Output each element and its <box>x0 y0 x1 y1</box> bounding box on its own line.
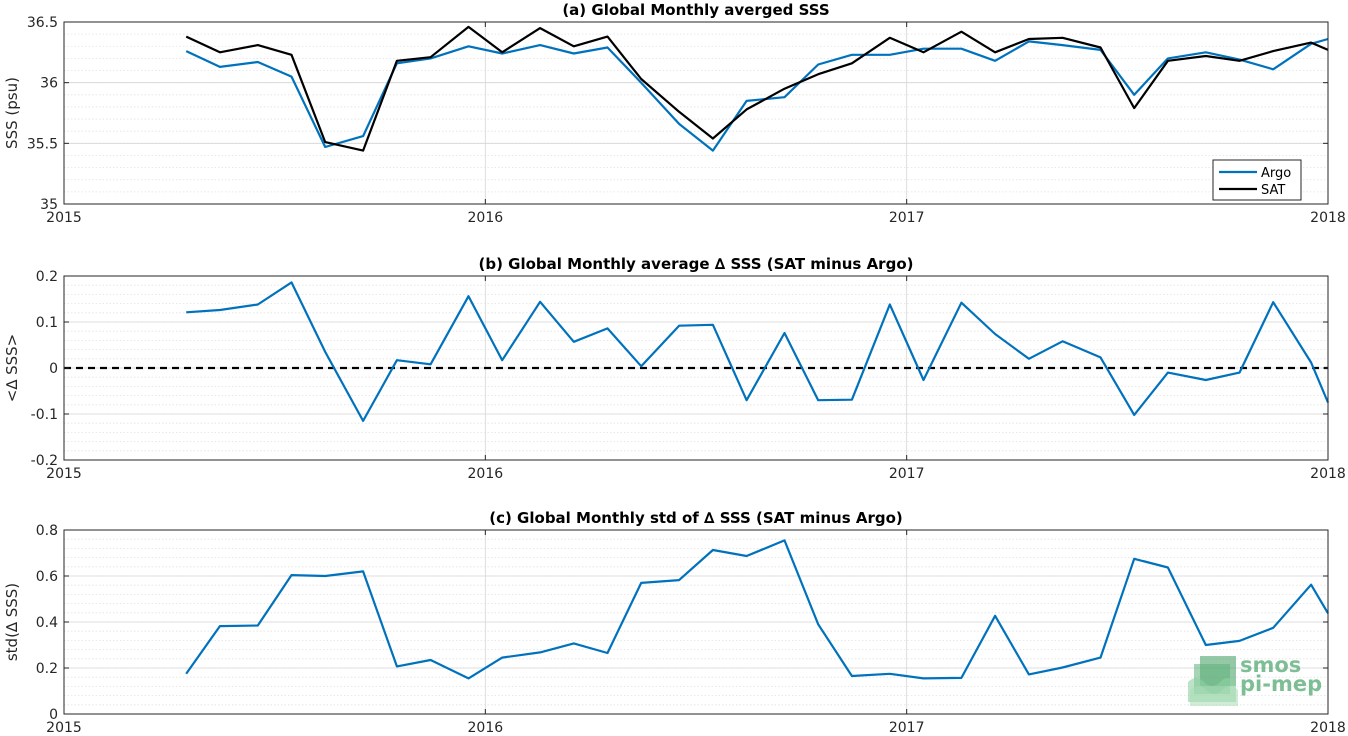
y-tick-label: 0.8 <box>36 523 58 539</box>
x-tick-label: 2015 <box>46 466 82 482</box>
legend: Argo SAT <box>1212 159 1302 201</box>
x-tick-label: 2016 <box>468 466 504 482</box>
x-tick-label: 2017 <box>889 720 925 736</box>
y-tick-label: 0.2 <box>36 661 58 677</box>
series-line-sat <box>185 25 1329 152</box>
x-tick-label: 2016 <box>468 720 504 736</box>
x-tick-label: 2017 <box>889 466 925 482</box>
y-tick-label: 36.5 <box>27 15 58 31</box>
smos-pi-mep-logo: smos pi-mep <box>1188 652 1328 708</box>
y-axis-label: SSS (psu) <box>3 77 21 149</box>
x-tick-label: 2018 <box>1310 720 1346 736</box>
y-tick-label: 0 <box>49 361 58 377</box>
y-tick-label: 35 <box>40 197 58 213</box>
logo-mark-icon <box>1188 656 1238 706</box>
y-tick-label: 0.2 <box>36 269 58 285</box>
y-axis-label: std(∆ SSS) <box>3 583 21 661</box>
panel-0: Argo SAT <box>63 21 1329 205</box>
y-tick-label: 36 <box>40 76 58 92</box>
axes-box <box>63 21 1329 205</box>
y-tick-label: 0 <box>49 707 58 723</box>
x-tick-label: 2017 <box>889 210 925 226</box>
series-line-2 <box>185 539 1329 680</box>
y-tick-label: -0.2 <box>31 453 58 469</box>
legend-label-argo: Argo <box>1261 166 1291 181</box>
y-axis-label: <∆ SSS> <box>3 334 21 403</box>
panel-1 <box>63 275 1330 461</box>
y-tick-label: -0.1 <box>31 407 58 423</box>
y-tick-label: 0.1 <box>36 315 58 331</box>
y-tick-label: 0.4 <box>36 615 58 631</box>
panel-2 <box>63 529 1329 715</box>
x-tick-label: 2016 <box>468 210 504 226</box>
x-tick-label: 2015 <box>46 720 82 736</box>
chart-title: (c) Global Monthly std of ∆ SSS (SAT min… <box>489 509 903 527</box>
series-line-1 <box>186 281 1330 422</box>
x-tick-label: 2018 <box>1310 466 1346 482</box>
logo-line-2: pi-mep <box>1240 672 1323 696</box>
y-tick-label: 0.6 <box>36 569 58 585</box>
x-tick-label: 2015 <box>46 210 82 226</box>
legend-box <box>1212 159 1302 201</box>
y-tick-label: 35.5 <box>27 136 58 152</box>
logo-line-1: smos <box>1240 653 1302 677</box>
x-tick-label: 2018 <box>1310 210 1346 226</box>
chart-title: (a) Global Monthly averged SSS <box>562 1 829 19</box>
legend-label-sat: SAT <box>1261 183 1285 198</box>
chart-title: (b) Global Monthly average ∆ SSS (SAT mi… <box>479 255 914 273</box>
